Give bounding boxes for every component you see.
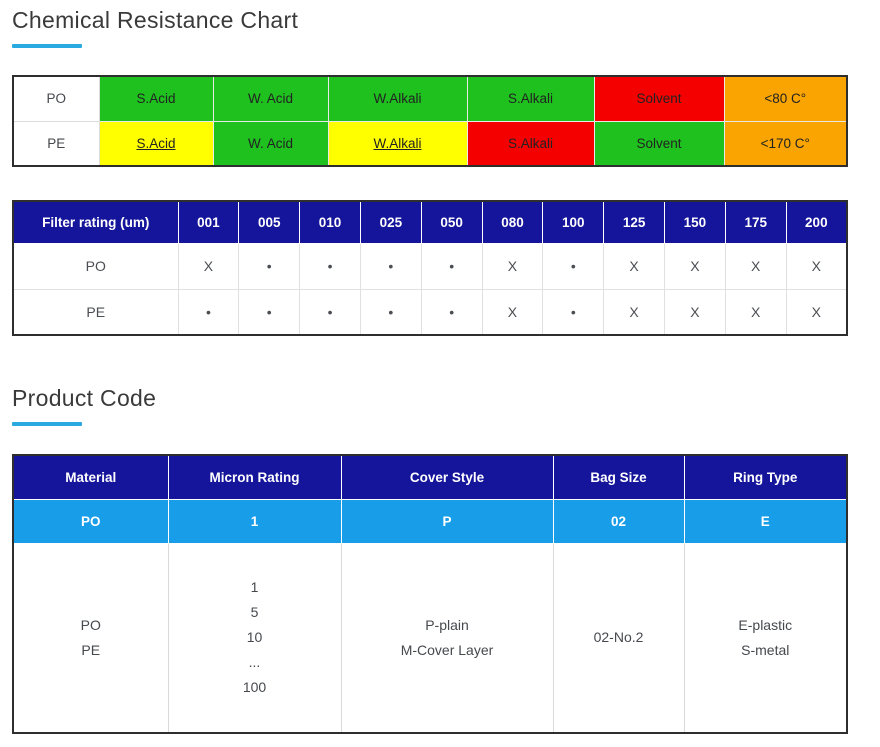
option-line: 1 xyxy=(250,579,259,596)
column-header: 125 xyxy=(603,200,665,244)
table-row: PE • • • • • X • X X X X xyxy=(12,288,848,336)
material-label: PE xyxy=(12,288,179,336)
column-header: 100 xyxy=(542,200,605,244)
column-header: 080 xyxy=(481,200,544,244)
rating-cell: X xyxy=(481,242,544,290)
rating-cell: • xyxy=(420,288,483,336)
rating-cell: X xyxy=(724,288,787,336)
resistance-cell: W.Alkali xyxy=(327,120,468,167)
option-line: PE xyxy=(81,641,101,658)
rating-cell: X xyxy=(785,242,848,290)
column-header: 175 xyxy=(724,200,787,244)
column-header: Micron Rating xyxy=(167,454,342,500)
example-code-row: PO 1 P 02 E xyxy=(12,498,848,544)
resistance-cell: S.Acid xyxy=(98,75,214,122)
resistance-cell: <80 C° xyxy=(723,75,848,122)
page-content: Chemical Resistance Chart PO S.Acid W. A… xyxy=(12,0,848,734)
product-code-title: Product Code xyxy=(12,385,157,411)
table-row: PE S.Acid W. Acid W.Alkali S.Alkali Solv… xyxy=(12,120,848,167)
option-line: M-Cover Layer xyxy=(400,641,494,658)
micron-options-cell: 1 5 10 ... 100 xyxy=(167,542,342,734)
column-header: 200 xyxy=(785,200,848,244)
option-line: S-metal xyxy=(741,641,790,658)
resistance-cell: S.Alkali xyxy=(466,120,595,167)
code-cell: P xyxy=(340,498,554,544)
option-line: P-plain xyxy=(425,616,469,633)
rating-cell: • xyxy=(542,242,605,290)
rating-cell: • xyxy=(359,288,422,336)
resistance-cell: W. Acid xyxy=(212,120,329,167)
rating-cell: X xyxy=(481,288,544,336)
option-line: 10 xyxy=(246,629,263,646)
material-label: PO xyxy=(12,75,100,122)
column-header: Bag Size xyxy=(552,454,685,500)
resistance-cell: <170 C° xyxy=(723,120,848,167)
material-label: PE xyxy=(12,120,100,167)
resistance-cell: S.Acid xyxy=(98,120,214,167)
code-cell: E xyxy=(683,498,848,544)
table-header-row: Material Micron Rating Cover Style Bag S… xyxy=(12,454,848,500)
column-header: Filter rating (um) xyxy=(12,200,179,244)
rating-cell: • xyxy=(299,242,361,290)
rating-cell: • xyxy=(238,242,301,290)
title-underline xyxy=(12,422,82,426)
rating-cell: X xyxy=(724,242,787,290)
rating-cell: X xyxy=(664,242,726,290)
resistance-cell: S.Alkali xyxy=(466,75,595,122)
resistance-cell: Solvent xyxy=(593,120,725,167)
rating-cell: • xyxy=(420,242,483,290)
cover-style-options-cell: P-plain M-Cover Layer xyxy=(340,542,554,734)
option-line: ... xyxy=(248,654,261,671)
code-cell: 1 xyxy=(167,498,342,544)
table-row: PO X • • • • X • X X X X xyxy=(12,242,848,290)
resistance-cell: Solvent xyxy=(593,75,725,122)
option-line: 100 xyxy=(242,679,267,696)
column-header: Ring Type xyxy=(683,454,848,500)
column-header: 025 xyxy=(359,200,422,244)
chemical-resistance-title: Chemical Resistance Chart xyxy=(12,7,299,33)
rating-cell: X xyxy=(664,288,726,336)
resistance-cell: W.Alkali xyxy=(327,75,468,122)
product-code-table: Material Micron Rating Cover Style Bag S… xyxy=(12,454,848,734)
material-options-cell: PO PE xyxy=(12,542,169,734)
rating-cell: X xyxy=(603,288,665,336)
rating-cell: • xyxy=(542,288,605,336)
table-header-row: Filter rating (um) 001 005 010 025 050 0… xyxy=(12,200,848,244)
filter-rating-table: Filter rating (um) 001 005 010 025 050 0… xyxy=(12,200,848,336)
rating-cell: X xyxy=(603,242,665,290)
bag-size-options-cell: 02-No.2 xyxy=(552,542,685,734)
rating-cell: X xyxy=(785,288,848,336)
option-line: 02-No.2 xyxy=(593,629,644,646)
table-row: PO S.Acid W. Acid W.Alkali S.Alkali Solv… xyxy=(12,75,848,122)
option-line: PO xyxy=(80,616,101,633)
column-header: Material xyxy=(12,454,169,500)
rating-cell: • xyxy=(359,242,422,290)
code-cell: PO xyxy=(12,498,169,544)
rating-cell: • xyxy=(299,288,361,336)
rating-cell: • xyxy=(238,288,301,336)
option-line: E-plastic xyxy=(738,616,793,633)
title-underline xyxy=(12,44,82,48)
column-header: 001 xyxy=(177,200,240,244)
rating-cell: • xyxy=(177,288,240,336)
rating-cell: X xyxy=(177,242,240,290)
option-line: 5 xyxy=(250,604,259,621)
column-header: 150 xyxy=(664,200,726,244)
column-header: 005 xyxy=(238,200,301,244)
column-header: Cover Style xyxy=(340,454,554,500)
ring-type-options-cell: E-plastic S-metal xyxy=(683,542,848,734)
column-header: 010 xyxy=(299,200,361,244)
code-cell: 02 xyxy=(552,498,685,544)
column-header: 050 xyxy=(420,200,483,244)
table-row: PO PE 1 5 10 ... 100 P-plain M-Cover Lay… xyxy=(12,542,848,734)
material-label: PO xyxy=(12,242,179,290)
resistance-cell: W. Acid xyxy=(212,75,329,122)
chemical-resistance-table: PO S.Acid W. Acid W.Alkali S.Alkali Solv… xyxy=(12,75,848,167)
